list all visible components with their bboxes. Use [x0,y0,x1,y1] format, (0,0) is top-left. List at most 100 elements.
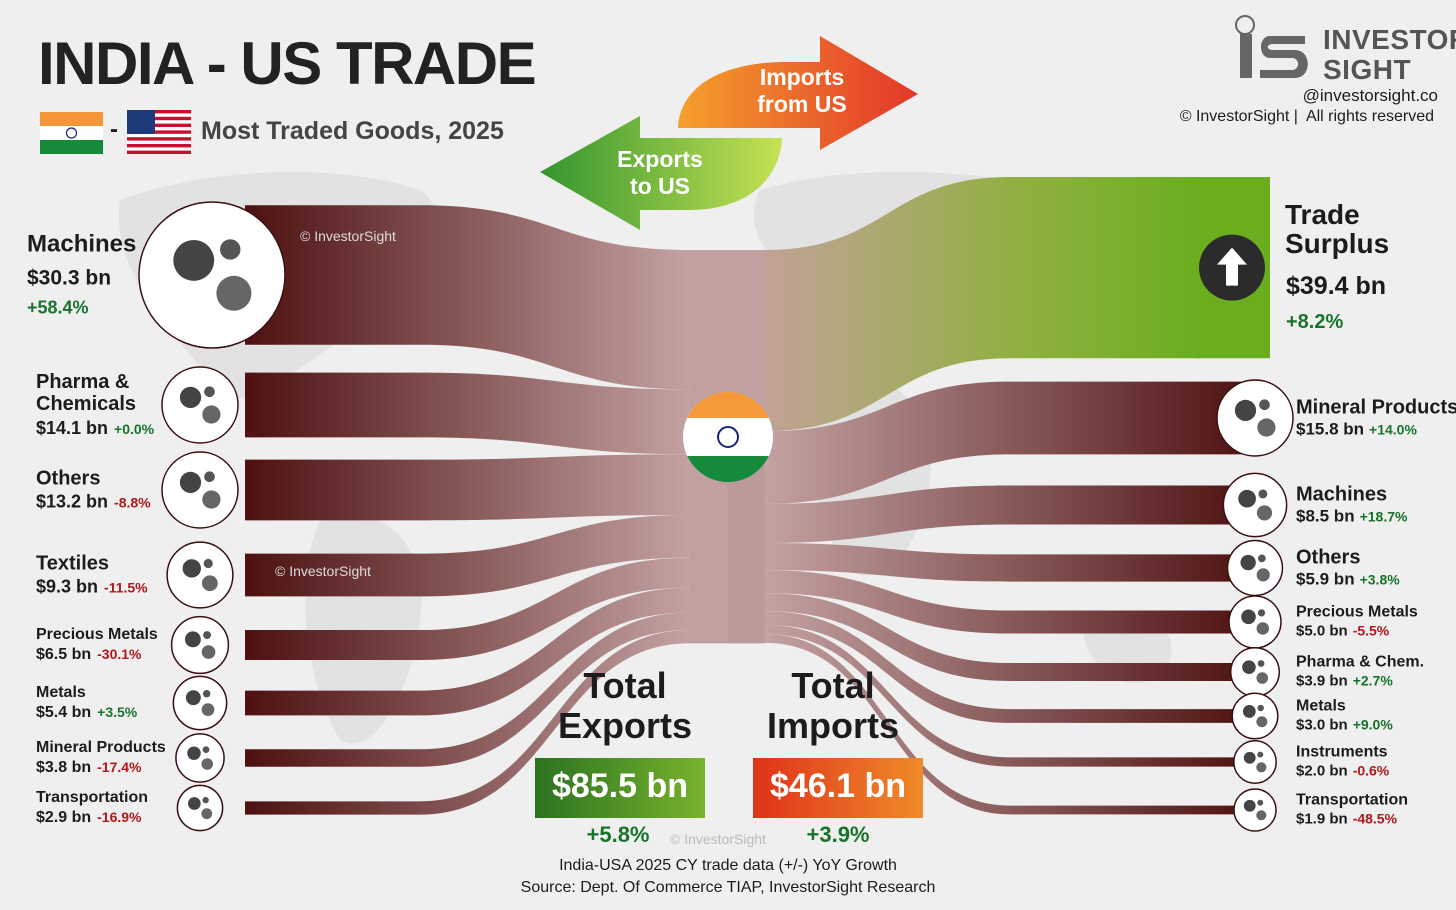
node-icon [1259,399,1270,411]
logo [1235,15,1308,78]
node-circle [138,201,286,349]
node-icon [179,386,202,409]
node-icon [1256,810,1267,821]
export-value-row: $5.4 bn +3.5% [36,704,137,722]
export-flow [245,612,690,767]
total-exports-box [535,758,705,818]
brand-bottom: SIGHT [1323,54,1412,85]
exports-arrow-label: Exports to US [617,146,703,200]
node-icon [1257,609,1266,617]
node-circle [161,366,239,444]
export-value: $5.4 bn [36,703,92,721]
node-icon [1242,660,1256,674]
node-circle [1233,788,1277,832]
node-icon [1258,489,1268,499]
total-imports-title: Total Imports [766,665,899,747]
node-icon [202,689,211,698]
export-value: $13.2 bn [36,491,109,512]
us-flag-small [127,110,191,154]
import-growth: -5.5% [1352,622,1390,639]
export-growth: -8.8% [114,494,151,511]
import-growth: +14.0% [1369,421,1417,438]
brand-top: INVESTOR [1323,24,1456,55]
export-value-row: $30.3 bn +58.4% [27,267,136,319]
node-icon [1241,609,1256,625]
node-icon [1243,799,1256,812]
import-label: Others $5.9 bn +3.8% [1296,546,1400,589]
node-icon [203,631,212,640]
brand-handle: @investorsight.co [1302,86,1438,105]
total-exports-value: $85.5 bn [551,767,689,805]
import-value: $8.5 bn [1296,506,1355,526]
node-icon [173,239,215,281]
export-growth: -11.5% [104,579,148,596]
brand-rights: © InvestorSight | All rights reserved [1179,108,1434,125]
import-name: Machines [1296,483,1388,506]
export-label: Transportation $2.9 bn -16.9% [36,789,148,827]
import-label: Instruments $2.0 bn -0.6% [1296,744,1389,781]
node-icon [202,405,221,424]
surplus-name: Trade Surplus [1285,199,1390,260]
import-growth: +9.0% [1352,716,1393,733]
export-name: Others [36,467,101,490]
node-icon [204,471,215,483]
export-label: Precious Metals $6.5 bn -30.1% [36,626,158,664]
export-label: Others $13.2 bn -8.8% [36,467,151,512]
node-icon [1256,762,1267,773]
import-name: Pharma & Chem. [1296,653,1425,671]
node-icon [201,575,218,592]
export-label: Pharma & Chemicals $14.1 bn +0.0% [36,371,172,439]
surplus-value: $39.4 bn [1286,272,1387,300]
node-icon [1257,751,1264,758]
node-icon [185,690,201,706]
node-icon [1256,672,1269,684]
import-growth: +18.7% [1359,508,1408,525]
export-flow [245,372,690,455]
node-circle [172,675,228,731]
node-icon [1257,660,1265,667]
export-flow [245,454,690,521]
node-icon [202,746,210,753]
import-value-row: $3.0 bn +9.0% [1296,716,1393,734]
export-flow [245,557,690,660]
import-growth: +2.7% [1352,672,1393,689]
import-name: Precious Metals [1296,603,1418,621]
import-value: $5.9 bn [1296,569,1355,589]
node-icon [204,386,215,398]
node-circle [176,784,224,832]
node-icon [220,239,241,260]
import-value-row: $5.0 bn -5.5% [1296,622,1418,640]
export-value-row: $14.1 bn +0.0% [36,418,172,439]
import-value-row: $3.9 bn +2.7% [1296,672,1424,690]
export-name: Precious Metals [36,626,158,644]
import-value-row: $5.9 bn +3.8% [1296,570,1400,590]
export-flow [245,587,690,716]
export-flow [245,629,690,815]
import-value: $3.0 bn [1296,716,1348,734]
node-icon [1257,799,1264,806]
watermark: © InvestorSight [300,228,396,244]
export-name: Metals [36,684,86,702]
import-value: $15.8 bn [1296,419,1365,439]
node-icon [1256,716,1268,728]
node-icon [1256,505,1273,521]
import-value: $1.9 bn [1296,810,1348,828]
surplus-growth: +8.2% [1286,311,1344,333]
flag-separator: - [110,116,118,143]
watermark: © InvestorSight [670,831,766,847]
node-icon [1242,705,1256,718]
node-icon [201,808,213,820]
export-value: $3.8 bn [36,758,92,776]
node-icon [1256,622,1270,635]
imports-arrow-label: Imports from US [757,64,847,118]
node-icon [201,703,215,717]
import-value: $3.9 bn [1296,672,1348,690]
export-label: Metals $5.4 bn +3.5% [36,684,137,722]
export-value-row: $2.9 bn -16.9% [36,809,148,827]
export-growth: -17.4% [97,758,142,775]
node-icon [1257,418,1276,437]
import-value-row: $2.0 bn -0.6% [1296,762,1389,780]
import-flow [765,611,1250,723]
import-growth: -48.5% [1352,810,1398,827]
